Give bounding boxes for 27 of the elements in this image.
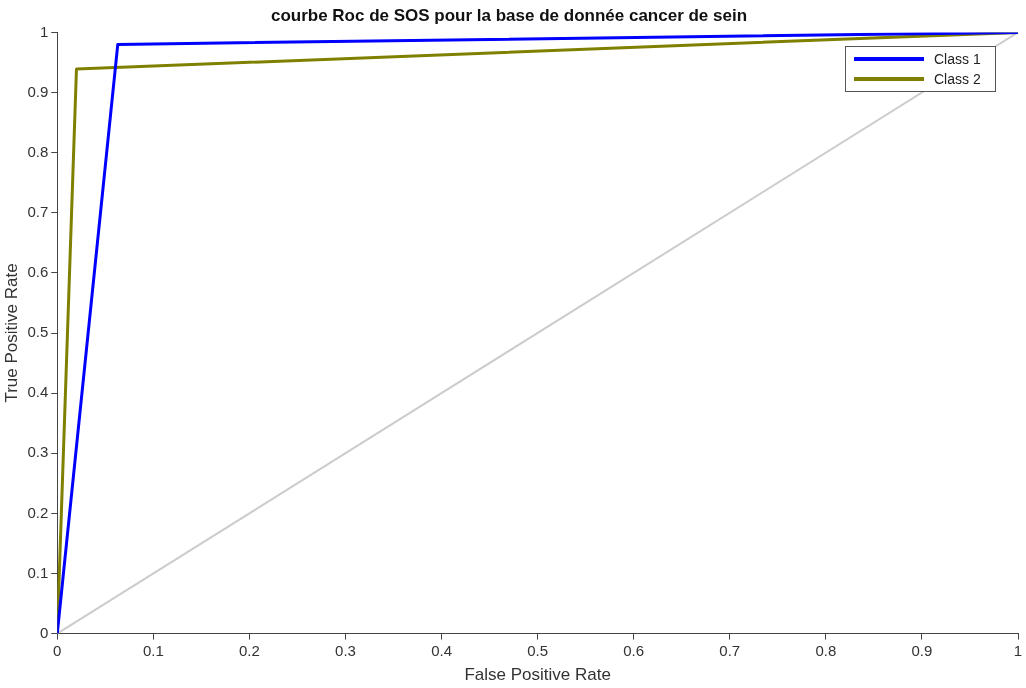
y-tick-label: 0.2: [27, 503, 49, 521]
y-tick-label: 0.6: [27, 263, 49, 281]
x-tick-label: 0.1: [142, 641, 164, 659]
y-tick-label: 0.3: [27, 443, 49, 461]
y-axis-title: True Positive Rate: [1, 263, 21, 403]
y-tick-label: 0: [39, 623, 49, 641]
x-tick-label: 0.4: [431, 641, 452, 659]
y-tick-label: 0.1: [27, 563, 49, 581]
x-tick-label: 1: [1013, 641, 1023, 659]
legend-label: Class 1: [934, 51, 981, 68]
x-tick-label: 0.2: [238, 641, 260, 659]
y-tick-label: 0.8: [27, 142, 49, 160]
x-tick-label: 0.9: [911, 641, 933, 659]
y-tick-label: 0.9: [27, 82, 49, 100]
legend-label: Class 2: [934, 71, 981, 88]
y-tick-label: 0.4: [27, 383, 49, 401]
x-tick-label: 0.6: [623, 641, 645, 659]
x-tick-label: 0.3: [335, 641, 356, 659]
x-tick-label: 0.5: [527, 641, 549, 659]
y-tick-label: 0.7: [27, 202, 49, 220]
x-axis-title: False Positive Rate: [464, 665, 611, 685]
x-tick-label: 0: [53, 641, 62, 659]
y-tick-label: 0.5: [27, 323, 49, 341]
chart-title: courbe Roc de SOS pour la base de donnée cancer de sein: [270, 5, 748, 25]
x-tick-label: 0.8: [815, 641, 837, 659]
y-tick-label: 1: [39, 22, 49, 40]
x-tick-label: 0.7: [719, 641, 741, 659]
